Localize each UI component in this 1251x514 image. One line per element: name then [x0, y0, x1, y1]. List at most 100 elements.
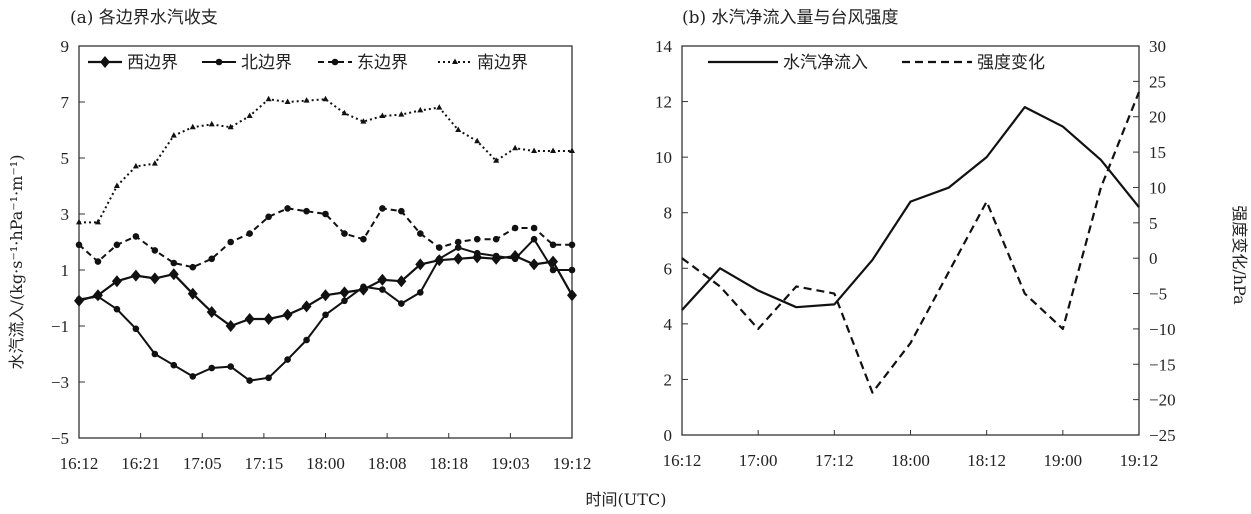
- y2-tick-label: −15: [1149, 355, 1176, 374]
- panel-a-x-axis: 16:12 16:21 17:05 17:15 18:00 18:08 18:18 19:03…: [60, 433, 592, 473]
- data-point: [550, 147, 557, 153]
- data-point: [568, 266, 576, 274]
- data-point: [398, 300, 405, 307]
- x-tick-label: 18:08: [368, 454, 407, 473]
- data-point: [549, 266, 557, 274]
- data-point: [417, 106, 424, 113]
- data-point: [454, 244, 462, 251]
- data-point: [263, 313, 274, 325]
- y2-tick-label: 20: [1149, 108, 1166, 127]
- y-tick-label: 10: [655, 148, 672, 167]
- data-point: [396, 275, 407, 288]
- data-point: [322, 311, 329, 319]
- data-point: [113, 182, 120, 188]
- y2-tick-label: 25: [1149, 72, 1166, 91]
- data-point: [113, 241, 121, 249]
- series-2: [681, 91, 1141, 394]
- data-point: [415, 258, 426, 271]
- data-point: [322, 95, 329, 102]
- data-point: [208, 120, 215, 127]
- y2-tick-label: −20: [1149, 391, 1176, 410]
- data-point: [111, 275, 122, 288]
- data-point: [322, 210, 329, 218]
- data-point: [512, 144, 519, 151]
- panel-a-title: (a) 各边界水汽收支: [70, 8, 218, 28]
- data-point: [149, 272, 160, 285]
- data-point: [187, 287, 198, 300]
- data-point: [284, 98, 291, 104]
- series-1: [74, 250, 577, 332]
- data-point: [531, 147, 538, 153]
- y-tick-label: −5: [51, 429, 69, 448]
- data-point: [151, 160, 158, 166]
- panel-a-series: [74, 95, 577, 384]
- data-point: [492, 252, 500, 260]
- data-point: [435, 255, 443, 263]
- data-point: [132, 233, 140, 240]
- data-point: [473, 235, 481, 243]
- y-tick-label: 2: [664, 370, 673, 389]
- data-point: [360, 283, 367, 291]
- y-tick-label: −3: [51, 373, 69, 392]
- data-point: [473, 249, 481, 257]
- panel-a-legend: 西边界 北边界 东边界 南边界: [88, 53, 528, 73]
- data-point: [244, 313, 255, 325]
- data-point: [379, 205, 386, 212]
- panel-b-series: [681, 91, 1141, 394]
- x-tick-label: 18:12: [967, 451, 1006, 470]
- data-point: [417, 289, 424, 296]
- data-point: [303, 207, 310, 215]
- legend-label: 东边界: [357, 53, 408, 73]
- x-tick-label: 19:12: [553, 454, 592, 473]
- data-point: [76, 218, 82, 225]
- series-1: [681, 106, 1140, 311]
- panel-a-y-axis: −5 −3 −1 1 3 5 7 9: [51, 37, 85, 448]
- data-point: [208, 255, 216, 263]
- data-point: [417, 230, 424, 237]
- panel-b-y2-axis: −25 −20 −15 −10 −5 0 5 10 15 20 25 30: [1133, 37, 1176, 445]
- series-line: [78, 207, 572, 269]
- x-tick-label: 19:12: [1120, 451, 1159, 470]
- data-point: [511, 224, 519, 232]
- data-point: [246, 230, 253, 237]
- data-point: [549, 241, 557, 249]
- series-3: [75, 205, 576, 271]
- y2-tick-label: −10: [1149, 320, 1176, 339]
- data-point: [75, 296, 83, 303]
- data-point: [379, 286, 386, 293]
- legend-marker: [331, 58, 339, 66]
- data-point: [567, 289, 577, 302]
- y-tick-label: 0: [664, 426, 673, 445]
- data-point: [189, 123, 196, 130]
- data-point: [265, 213, 272, 221]
- data-point: [474, 137, 481, 144]
- data-point: [360, 235, 367, 243]
- data-point: [168, 268, 179, 281]
- panel-b: (b) 水汽净流入量与台风强度 强度变化/hPa 0 2 4 6 8 10 12 14 −25…: [655, 8, 1249, 470]
- data-point: [455, 126, 462, 132]
- y-tick-label: 6: [664, 259, 673, 278]
- y-tick-label: 7: [61, 93, 70, 112]
- data-point: [151, 247, 159, 254]
- data-point: [320, 289, 331, 302]
- x-tick-label: 18:00: [306, 454, 345, 473]
- y-tick-label: 1: [61, 261, 70, 280]
- legend-label: 水汽净流入: [783, 53, 868, 73]
- series-line: [681, 91, 1141, 394]
- panel-b-plot-frame: [681, 45, 1140, 436]
- y2-tick-label: −25: [1149, 426, 1176, 445]
- data-point: [339, 286, 350, 299]
- x-tick-label: 17:12: [815, 451, 854, 470]
- series-2: [75, 235, 576, 384]
- legend-label: 强度变化: [977, 53, 1045, 73]
- data-point: [303, 336, 310, 344]
- series-4: [76, 95, 575, 225]
- data-point: [529, 258, 540, 271]
- data-point: [265, 95, 272, 102]
- data-point: [301, 300, 312, 313]
- x-tick-label: 19:03: [491, 454, 530, 473]
- data-point: [341, 109, 348, 116]
- data-point: [227, 123, 234, 130]
- data-point: [189, 263, 197, 271]
- panel-b-title: (b) 水汽净流入量与台风强度: [682, 8, 899, 28]
